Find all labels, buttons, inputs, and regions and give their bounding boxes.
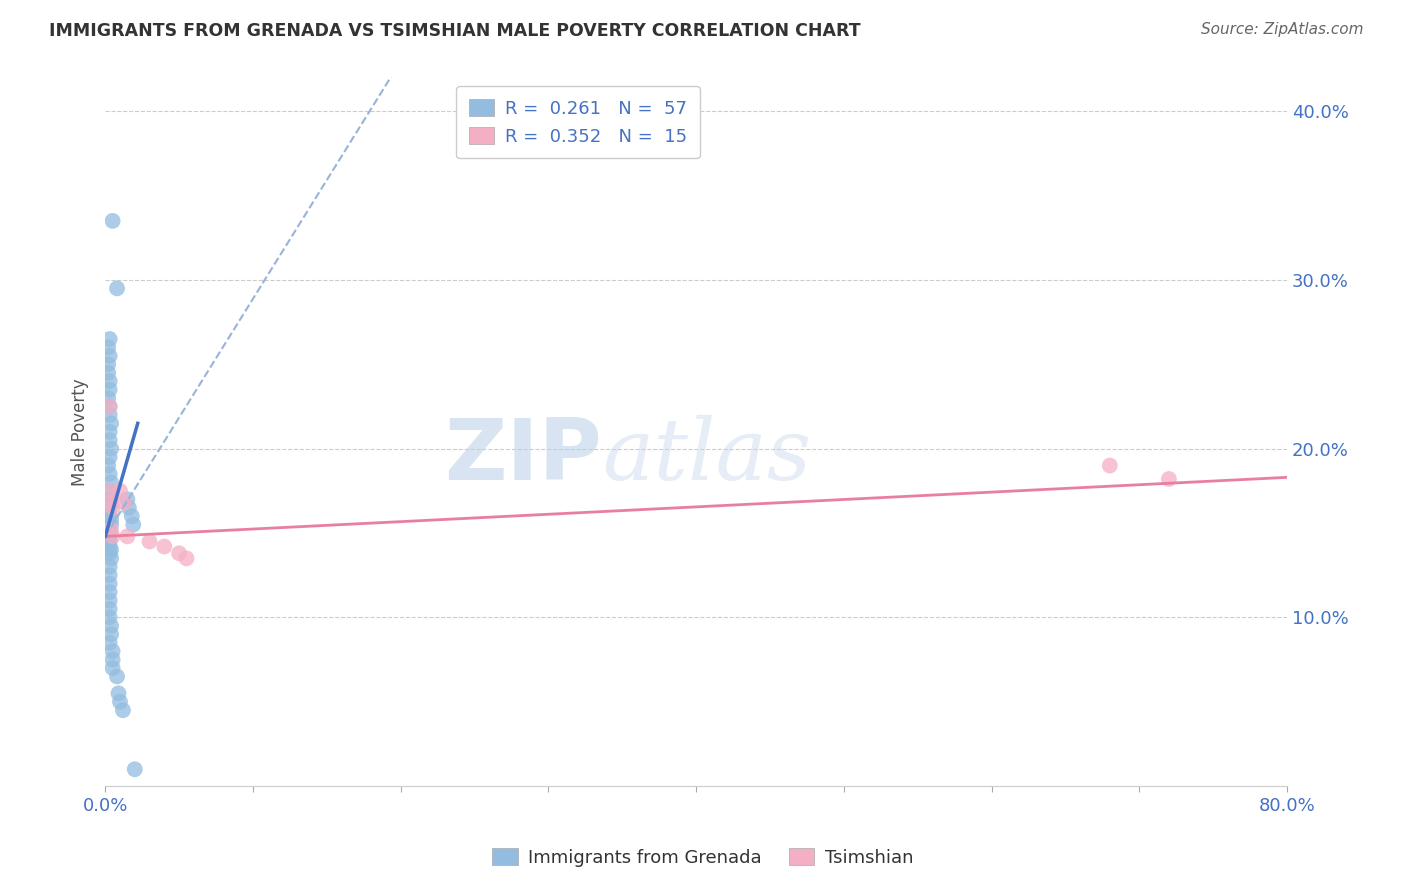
Point [98,425,121,439]
Point [111,703,134,717]
Point [98,534,121,549]
Point [98,576,121,591]
Point [98,546,121,560]
Point [98,434,121,448]
Point [98,509,121,524]
Point [121,509,143,524]
Point [98,610,121,624]
Point [100,523,122,537]
Point [98,408,121,422]
Point [118,500,141,515]
Point [98,483,121,498]
Point [100,496,122,510]
Point [98,467,121,481]
Text: atlas: atlas [602,416,811,498]
Point [98,529,121,543]
Point [100,517,122,532]
Point [101,529,124,543]
Point [98,349,121,363]
Point [98,526,121,541]
Text: ZIP: ZIP [444,415,602,498]
Legend: Immigrants from Grenada, Tsimshian: Immigrants from Grenada, Tsimshian [485,841,921,874]
Point [117,492,139,507]
Point [124,762,146,776]
Point [107,686,129,700]
Point [108,483,131,498]
Point [108,695,131,709]
Point [98,400,121,414]
Point [98,568,121,582]
Point [100,496,122,510]
Point [98,593,121,607]
Point [1098,458,1121,473]
Y-axis label: Male Poverty: Male Poverty [72,378,89,485]
Point [98,492,121,507]
Point [117,529,139,543]
Point [97,357,120,371]
Text: Source: ZipAtlas.com: Source: ZipAtlas.com [1201,22,1364,37]
Point [101,500,124,515]
Point [98,636,121,650]
Point [100,542,122,557]
Point [138,534,160,549]
Point [100,512,122,526]
Point [98,450,121,464]
Point [105,281,128,295]
Point [98,400,121,414]
Point [98,383,121,397]
Point [98,585,121,599]
Point [100,627,122,641]
Legend: R =  0.261   N =  57, R =  0.352   N =  15: R = 0.261 N = 57, R = 0.352 N = 15 [456,87,700,159]
Point [176,551,198,566]
Point [98,374,121,388]
Point [112,496,135,510]
Point [105,669,128,683]
Point [98,500,121,515]
Point [167,546,190,560]
Point [97,366,120,380]
Point [1157,472,1180,486]
Point [98,559,121,574]
Point [101,214,124,228]
Point [97,391,120,405]
Point [98,523,121,537]
Point [100,619,122,633]
Point [100,551,122,566]
Point [122,517,145,532]
Point [153,540,176,554]
Point [98,483,121,498]
Point [98,602,121,616]
Text: IMMIGRANTS FROM GRENADA VS TSIMSHIAN MALE POVERTY CORRELATION CHART: IMMIGRANTS FROM GRENADA VS TSIMSHIAN MAL… [49,22,860,40]
Point [98,332,121,346]
Point [97,340,120,354]
Point [100,442,122,456]
Point [97,458,120,473]
Point [101,661,124,675]
Point [101,652,124,666]
Point [100,475,122,490]
Point [100,417,122,431]
Point [98,540,121,554]
Point [101,644,124,658]
